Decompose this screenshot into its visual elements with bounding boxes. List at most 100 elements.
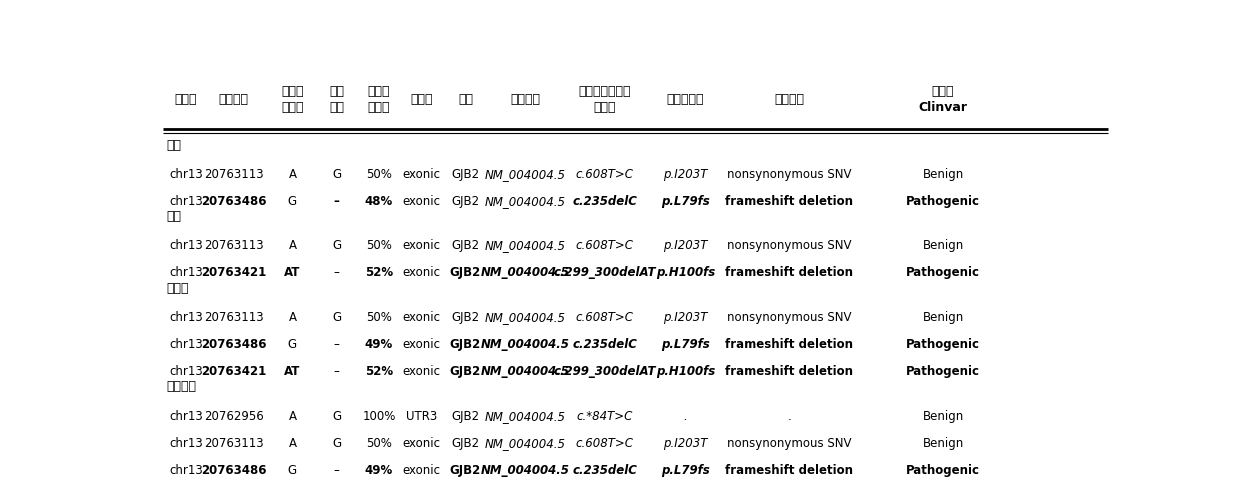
Text: frameshift deletion: frameshift deletion xyxy=(725,464,853,477)
Text: 49%: 49% xyxy=(365,338,393,351)
Text: NM_004004.5: NM_004004.5 xyxy=(481,267,569,279)
Text: c.608T>C: c.608T>C xyxy=(575,168,634,181)
Text: c.235delC: c.235delC xyxy=(573,195,637,208)
Text: G: G xyxy=(332,168,341,181)
Text: NM_004004.5: NM_004004.5 xyxy=(485,240,565,252)
Text: 20763486: 20763486 xyxy=(201,195,267,208)
Text: NM_004004.5: NM_004004.5 xyxy=(481,338,569,351)
Text: 氨基酸变化: 氨基酸变化 xyxy=(667,93,704,106)
Text: Pathogenic: Pathogenic xyxy=(906,365,980,378)
Text: UTR3: UTR3 xyxy=(405,409,436,423)
Text: frameshift deletion: frameshift deletion xyxy=(725,365,853,378)
Text: c.608T>C: c.608T>C xyxy=(575,311,634,324)
Text: exonic: exonic xyxy=(402,464,440,477)
Text: 49%: 49% xyxy=(365,464,393,477)
Text: p.L79fs: p.L79fs xyxy=(661,464,709,477)
Text: 父亲: 父亲 xyxy=(166,210,181,223)
Text: 染色体: 染色体 xyxy=(175,93,197,106)
Text: Pathogenic: Pathogenic xyxy=(906,195,980,208)
Text: c.299_300delAT: c.299_300delAT xyxy=(553,365,656,378)
Text: NM_004004.5: NM_004004.5 xyxy=(481,365,569,378)
Text: 20763486: 20763486 xyxy=(201,338,267,351)
Text: p.H100fs: p.H100fs xyxy=(656,267,715,279)
Text: 50%: 50% xyxy=(366,311,392,324)
Text: 20763113: 20763113 xyxy=(205,436,264,450)
Text: Benign: Benign xyxy=(923,240,963,252)
Text: 50%: 50% xyxy=(366,436,392,450)
Text: Benign: Benign xyxy=(923,409,963,423)
Text: NM_004004.5: NM_004004.5 xyxy=(485,311,565,324)
Text: NM_004004.5: NM_004004.5 xyxy=(485,195,565,208)
Text: –: – xyxy=(334,365,340,378)
Text: A: A xyxy=(289,311,296,324)
Text: chr13: chr13 xyxy=(169,267,202,279)
Text: G: G xyxy=(332,409,341,423)
Text: chr13: chr13 xyxy=(169,240,202,252)
Text: NM_004004.5: NM_004004.5 xyxy=(481,464,569,477)
Text: 外显子: 外显子 xyxy=(410,93,433,106)
Text: 母亲: 母亲 xyxy=(166,139,181,152)
Text: chr13: chr13 xyxy=(169,195,202,208)
Text: 数据库
Clinvar: 数据库 Clinvar xyxy=(919,85,967,114)
Text: 序列位置: 序列位置 xyxy=(218,93,249,106)
Text: exonic: exonic xyxy=(402,338,440,351)
Text: c.*84T>C: c.*84T>C xyxy=(577,409,632,423)
Text: p.I203T: p.I203T xyxy=(663,436,708,450)
Text: –: – xyxy=(334,195,340,208)
Text: GJB2: GJB2 xyxy=(451,436,480,450)
Text: 52%: 52% xyxy=(365,267,393,279)
Text: 20762956: 20762956 xyxy=(203,409,264,423)
Text: 变异碱
基占比: 变异碱 基占比 xyxy=(368,85,391,114)
Text: NM_004004.5: NM_004004.5 xyxy=(485,436,565,450)
Text: 100%: 100% xyxy=(362,409,396,423)
Text: Benign: Benign xyxy=(923,311,963,324)
Text: 转录本号: 转录本号 xyxy=(510,93,539,106)
Text: G: G xyxy=(332,436,341,450)
Text: p.I203T: p.I203T xyxy=(663,168,708,181)
Text: G: G xyxy=(332,240,341,252)
Text: c.235delC: c.235delC xyxy=(573,464,637,477)
Text: Pathogenic: Pathogenic xyxy=(906,267,980,279)
Text: chr13: chr13 xyxy=(169,338,202,351)
Text: G: G xyxy=(332,311,341,324)
Text: GJB2: GJB2 xyxy=(451,240,480,252)
Text: nonsynonymous SNV: nonsynonymous SNV xyxy=(727,311,852,324)
Text: frameshift deletion: frameshift deletion xyxy=(725,195,853,208)
Text: GJB2: GJB2 xyxy=(450,267,481,279)
Text: Benign: Benign xyxy=(923,168,963,181)
Text: GJB2: GJB2 xyxy=(451,168,480,181)
Text: c.299_300delAT: c.299_300delAT xyxy=(553,267,656,279)
Text: 20763421: 20763421 xyxy=(201,365,267,378)
Text: 20763486: 20763486 xyxy=(201,464,267,477)
Text: 先证者: 先证者 xyxy=(166,282,188,295)
Text: p.L79fs: p.L79fs xyxy=(661,195,709,208)
Text: 50%: 50% xyxy=(366,240,392,252)
Text: exonic: exonic xyxy=(402,267,440,279)
Text: chr13: chr13 xyxy=(169,311,202,324)
Text: 转录本序列的碱
基变化: 转录本序列的碱 基变化 xyxy=(579,85,631,114)
Text: –: – xyxy=(334,267,340,279)
Text: exonic: exonic xyxy=(402,195,440,208)
Text: G: G xyxy=(288,464,298,477)
Text: NM_004004.5: NM_004004.5 xyxy=(485,409,565,423)
Text: exonic: exonic xyxy=(402,311,440,324)
Text: chr13: chr13 xyxy=(169,464,202,477)
Text: A: A xyxy=(289,409,296,423)
Text: exonic: exonic xyxy=(402,436,440,450)
Text: –: – xyxy=(334,338,340,351)
Text: exonic: exonic xyxy=(402,168,440,181)
Text: frameshift deletion: frameshift deletion xyxy=(725,267,853,279)
Text: GJB2: GJB2 xyxy=(451,311,480,324)
Text: .: . xyxy=(683,409,687,423)
Text: 48%: 48% xyxy=(365,195,393,208)
Text: exonic: exonic xyxy=(402,240,440,252)
Text: frameshift deletion: frameshift deletion xyxy=(725,338,853,351)
Text: chr13: chr13 xyxy=(169,168,202,181)
Text: c.608T>C: c.608T>C xyxy=(575,436,634,450)
Text: nonsynonymous SNV: nonsynonymous SNV xyxy=(727,168,852,181)
Text: AT: AT xyxy=(284,365,300,378)
Text: c.608T>C: c.608T>C xyxy=(575,240,634,252)
Text: .: . xyxy=(787,409,791,423)
Text: 基因: 基因 xyxy=(458,93,472,106)
Text: A: A xyxy=(289,436,296,450)
